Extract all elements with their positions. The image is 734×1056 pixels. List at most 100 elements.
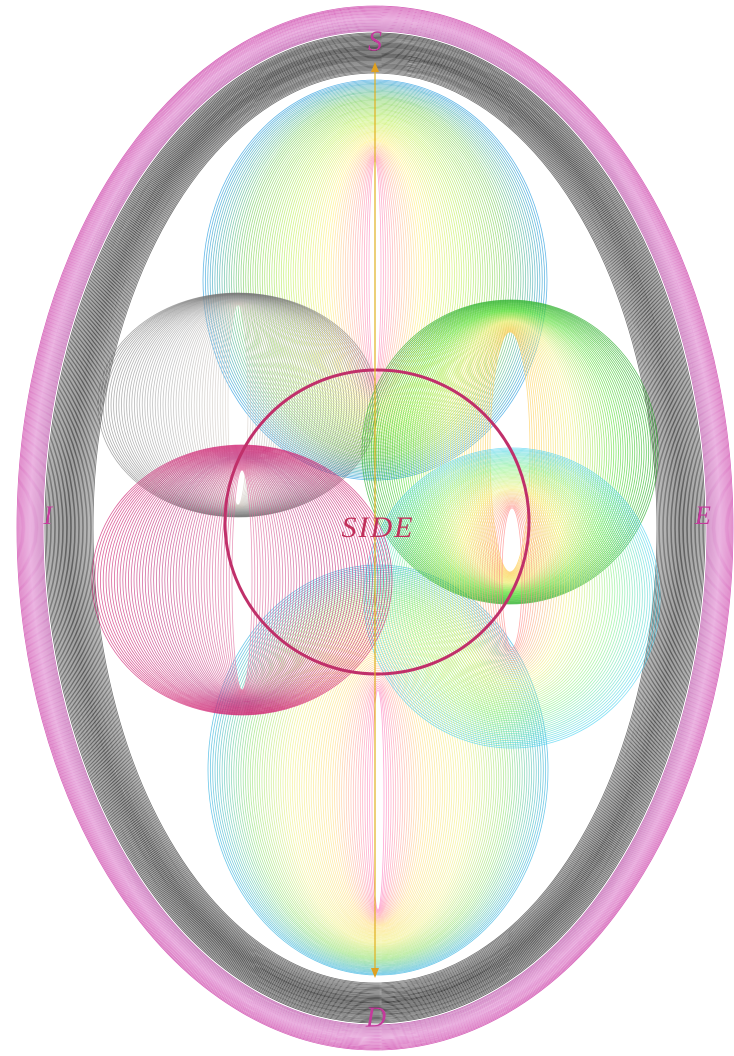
black-ring [53,40,697,1016]
petal-cyan [386,457,638,733]
petal-crimson [211,466,272,694]
petal-cyan [433,478,591,698]
petal-bottom [322,652,434,930]
petal-bottom [350,673,406,919]
petal-green [380,304,640,600]
black-ring [51,38,699,1018]
petal-bottom [371,689,385,911]
petal-cyan [473,495,550,669]
rings [16,5,734,1051]
petal-cyan [406,466,618,718]
petal-crimson [197,463,286,697]
petal-crimson [164,457,320,703]
petal-cyan [388,458,636,731]
petal-green [415,312,605,592]
petal-cyan [418,471,606,709]
petal-bottom [280,619,476,947]
outer-ring [25,13,725,1043]
petal-bottom [298,634,458,940]
petal-cyan [363,447,661,749]
petal-green [457,323,563,581]
black-ring [71,54,679,1002]
petal-bottom [341,666,415,923]
petal-bottom [270,612,486,951]
outer-ring [19,8,731,1048]
outer-ring [18,7,732,1049]
label-top: S [368,26,382,57]
petal-cyan [381,455,643,736]
petal-cyan [408,467,616,716]
label-bottom: D [365,1002,386,1033]
outer-ring [42,30,708,1026]
petal-bottom [282,621,474,946]
petal-green [429,316,591,588]
petal-green [433,317,587,587]
petal-green [447,321,573,583]
petal-cyan [443,482,581,691]
petal-cyan [438,480,586,694]
outer-ring [41,29,709,1027]
petal-green [450,321,570,583]
petal-bottom [242,591,514,962]
petal-cyan [496,505,528,653]
label-center: SIDE [342,511,415,544]
petal-cyan [466,492,558,674]
petal-cyan [446,483,578,689]
petal-bottom [329,657,427,928]
petal-cyan [451,485,573,685]
arrow-bottom [371,968,379,978]
petal-crimson [111,448,373,712]
petal-cyan [416,470,608,711]
petal-cyan [453,486,571,683]
petal-cyan [494,504,530,654]
petal-crimson [94,445,390,715]
petal-green [454,322,566,582]
petal-crimson [99,446,385,714]
outer-ring [38,26,712,1030]
petal-cyan [428,475,596,702]
petal-crimson [105,447,379,713]
black-ring [67,51,683,1005]
petal-bottom [247,594,509,960]
black-ring [73,57,677,999]
outer-ring [23,11,727,1045]
petal-crimson [200,464,284,696]
black-ring [68,52,682,1004]
petal-cyan [411,468,613,714]
outer-ring [28,17,722,1039]
petal-crimson [195,463,289,697]
petal-green [408,311,612,593]
petal-green [366,300,654,604]
petal-bottom [266,609,490,953]
petal-crimson [102,446,382,714]
petal-crimson [161,457,323,703]
outer-ring [22,10,728,1046]
black-ring [52,39,698,1017]
petal-bottom [364,684,392,914]
petal-cyan [456,487,568,682]
petal-crimson [175,459,309,701]
petal-crimson [91,444,393,716]
petal-green [443,319,577,585]
petal-green [466,325,554,579]
petal-green [440,319,580,585]
petal-crimson [192,462,292,698]
petal-bottom [357,678,399,916]
petal-cyan [413,469,611,713]
petal-green [424,315,596,589]
black-ring [44,32,706,1024]
petal-crimson [220,467,264,693]
petal-green [410,311,610,593]
petal-bottom [355,677,401,917]
petal-cyan [423,473,601,705]
petal-crimson [183,461,300,699]
petal-cyan [448,484,576,687]
petal-bottom [296,632,460,941]
petal-cyan [383,456,641,734]
petal-bottom [362,682,394,915]
petal-bottom [207,564,549,976]
outer-ring [36,24,714,1032]
petal-cyan [479,497,545,665]
petal-crimson [167,458,317,702]
label-right: E [694,501,711,530]
